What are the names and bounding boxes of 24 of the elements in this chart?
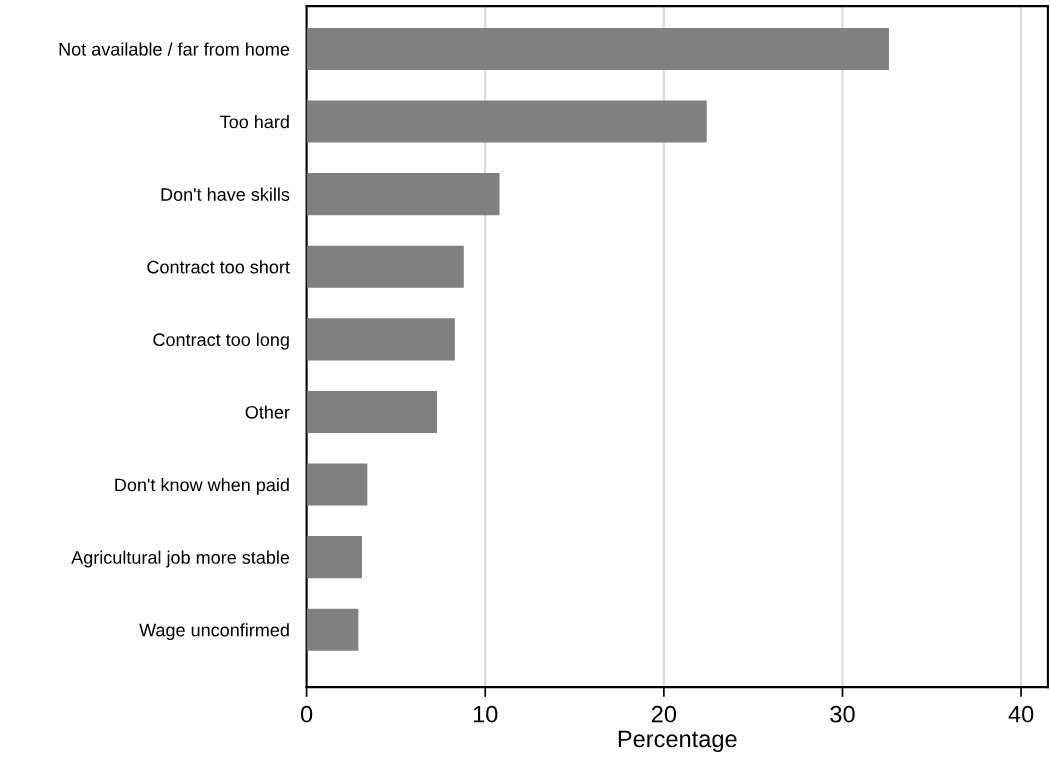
bar <box>306 100 707 143</box>
x-tick-label: 10 <box>473 705 498 723</box>
bar <box>306 173 500 216</box>
bar <box>306 245 464 288</box>
x-tick-label: 0 <box>300 705 313 723</box>
y-tick-label: Too hard <box>220 115 289 129</box>
bar <box>306 608 359 651</box>
bar <box>306 318 455 361</box>
x-axis-title: Percentage <box>618 730 737 752</box>
x-tick-label: 20 <box>651 705 677 723</box>
y-tick-label: Don't know when paid <box>115 478 289 495</box>
y-tick-label: Don't have skills <box>161 187 290 201</box>
x-tick-label: 40 <box>1008 705 1034 723</box>
bar <box>306 536 362 579</box>
x-tick-label: 30 <box>830 705 855 723</box>
bar <box>306 27 889 71</box>
y-tick-label: Agricultural job more stable <box>71 550 290 568</box>
y-tick-label: Wage unconfirmed <box>139 623 289 641</box>
y-tick-label: Contract too short <box>147 260 290 274</box>
bar <box>306 390 437 434</box>
y-tick-label: Not available / far from home <box>59 42 290 56</box>
bar <box>306 463 368 506</box>
y-tick-label: Contract too long <box>153 332 289 350</box>
y-tick-label: Other <box>245 405 290 419</box>
